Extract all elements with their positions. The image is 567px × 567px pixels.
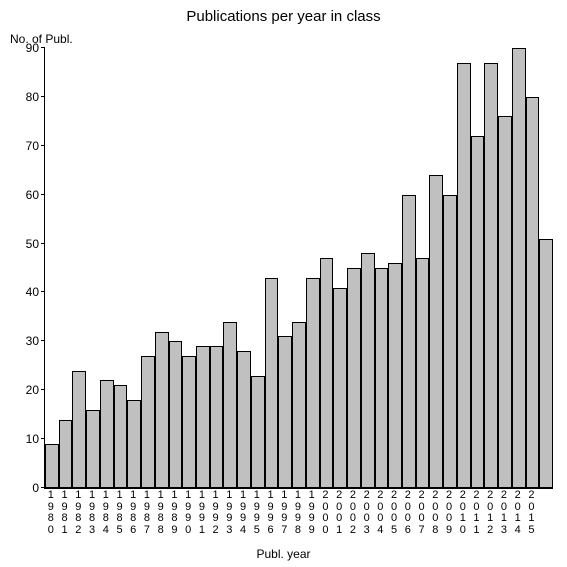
x-tick-label: 1994 <box>236 490 250 536</box>
bar <box>210 346 224 488</box>
x-tick-label: 2009 <box>442 490 456 536</box>
x-tick-label: 1995 <box>250 490 264 536</box>
x-tick-label: 2011 <box>470 490 484 536</box>
x-tick-label: 1993 <box>222 490 236 536</box>
x-tick-label: 1991 <box>195 490 209 536</box>
x-tick-label: 2003 <box>360 490 374 536</box>
bar <box>526 97 540 488</box>
bar <box>196 346 210 488</box>
bar <box>45 444 59 488</box>
x-tick-label: 1992 <box>209 490 223 536</box>
bar <box>484 63 498 488</box>
x-tick-label: 1984 <box>99 490 113 536</box>
x-tick-label: 1996 <box>264 490 278 536</box>
bar <box>251 376 265 488</box>
x-tick-label: 2010 <box>456 490 470 536</box>
bar <box>416 258 430 488</box>
x-tick-label: 1982 <box>71 490 85 536</box>
bar <box>375 268 389 488</box>
bar <box>100 380 114 488</box>
bar <box>72 371 86 488</box>
bar <box>237 351 251 488</box>
y-tick-label: 60 <box>26 188 45 202</box>
bar <box>306 278 320 488</box>
x-tick-label: 2000 <box>319 490 333 536</box>
x-tick-label: 1980 <box>44 490 58 536</box>
bar <box>182 356 196 488</box>
chart-container: Publications per year in class No. of Pu… <box>0 0 567 567</box>
x-tick-label: 2013 <box>497 490 511 536</box>
x-tick-label: 1983 <box>85 490 99 536</box>
x-tick-label: 1990 <box>181 490 195 536</box>
bar <box>333 288 347 488</box>
x-tick-label: 1986 <box>126 490 140 536</box>
bar <box>402 195 416 488</box>
x-tick-label: 1985 <box>113 490 127 536</box>
bar <box>443 195 457 488</box>
x-tick-label: 1997 <box>277 490 291 536</box>
x-tick-label: 2012 <box>483 490 497 536</box>
plot-area: 0102030405060708090 <box>44 48 553 489</box>
bar <box>388 263 402 488</box>
bar <box>278 336 292 488</box>
bar <box>457 63 471 488</box>
x-tick-label: 1989 <box>168 490 182 536</box>
x-tick-label: 2007 <box>415 490 429 536</box>
bar <box>223 322 237 488</box>
bar <box>539 239 553 488</box>
bar <box>512 48 526 488</box>
bar <box>498 116 512 488</box>
bar <box>127 400 141 488</box>
y-tick-label: 90 <box>26 41 45 55</box>
x-tick-label: 2004 <box>374 490 388 536</box>
x-axis-label: Publ. year <box>0 547 567 561</box>
y-tick-label: 10 <box>26 432 45 446</box>
y-tick-label: 70 <box>26 139 45 153</box>
bar <box>114 385 128 488</box>
chart-title: Publications per year in class <box>0 8 567 25</box>
bar <box>169 341 183 488</box>
bar <box>347 268 361 488</box>
y-tick-label: 30 <box>26 334 45 348</box>
bars-group <box>45 48 553 488</box>
bar <box>265 278 279 488</box>
y-tick-label: 20 <box>26 383 45 397</box>
x-tick-label: 1988 <box>154 490 168 536</box>
bar <box>292 322 306 488</box>
bar <box>86 410 100 488</box>
x-tick-label: 2006 <box>401 490 415 536</box>
bar <box>59 420 73 488</box>
x-tick-label: 2008 <box>428 490 442 536</box>
x-tick-label: 1981 <box>58 490 72 536</box>
x-tick-label: 2015 <box>525 490 539 536</box>
x-tick-label: 2002 <box>346 490 360 536</box>
y-tick-label: 80 <box>26 90 45 104</box>
bar <box>361 253 375 488</box>
bar <box>429 175 443 488</box>
x-tick-label: 2014 <box>511 490 525 536</box>
bar <box>141 356 155 488</box>
x-tick-label: 2001 <box>332 490 346 536</box>
y-tick-label: 40 <box>26 285 45 299</box>
x-tick-label: 1999 <box>305 490 319 536</box>
bar <box>471 136 485 488</box>
x-tick-label: 1987 <box>140 490 154 536</box>
bar <box>320 258 334 488</box>
x-tick-label: 2005 <box>387 490 401 536</box>
bar <box>155 332 169 488</box>
y-tick-label: 50 <box>26 237 45 251</box>
x-tick-label: 1998 <box>291 490 305 536</box>
